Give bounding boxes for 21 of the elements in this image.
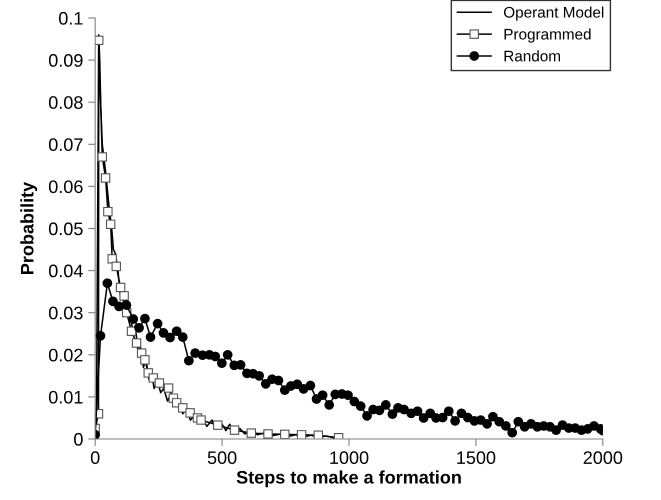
x-tick-label: 1000 xyxy=(330,451,368,464)
x-tick-label: 0 xyxy=(90,451,100,464)
x-tick-label: 500 xyxy=(208,451,236,464)
y-tick-label: 0 xyxy=(74,432,83,446)
y-tick-label: 0.03 xyxy=(48,306,83,320)
y-tick-label: 0.07 xyxy=(48,138,82,152)
y-tick-label: 0.02 xyxy=(48,348,82,362)
x-tick-label: 2000 xyxy=(584,451,622,464)
legend-label: Random xyxy=(504,50,560,62)
x-axis-title: Steps to make a formation xyxy=(236,470,461,488)
y-tick-label: 0.04 xyxy=(48,264,83,278)
y-tick-label: 0.01 xyxy=(48,390,82,404)
y-tick-label: 0.08 xyxy=(48,96,83,109)
y-tick-label: 0.05 xyxy=(48,222,83,236)
x-tick-label: 1500 xyxy=(457,451,496,464)
y-axis-title: Probability xyxy=(20,182,38,274)
legend-label: Operant Model xyxy=(504,6,604,21)
y-tick-label: 0.09 xyxy=(48,54,83,67)
y-tick-label: 0.06 xyxy=(48,180,83,194)
y-tick-label: 0.1 xyxy=(58,12,82,25)
legend-label: Programmed xyxy=(504,28,591,43)
